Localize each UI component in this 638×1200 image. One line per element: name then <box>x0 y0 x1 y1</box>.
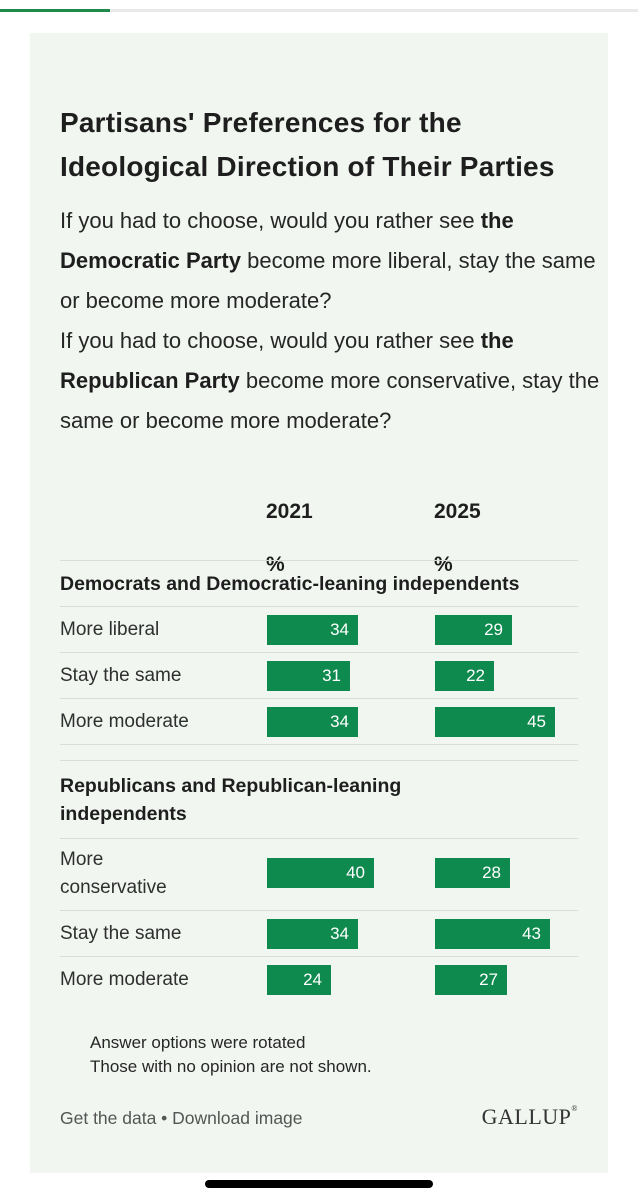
row-divider <box>60 652 578 653</box>
note-rotated: Answer options were rotated <box>90 1033 306 1052</box>
row-label: More moderate <box>60 711 189 732</box>
bar-2021: 34 <box>267 919 358 949</box>
bar-value-label: 22 <box>466 666 485 685</box>
scroll-progress-bar <box>0 9 110 12</box>
row-label: More moderate <box>60 969 189 990</box>
row-label: Stay the same <box>60 665 182 686</box>
question-democratic: If you had to choose, would you rather s… <box>60 208 596 313</box>
row-label: More liberal <box>60 619 160 640</box>
bar-2025: 43 <box>435 919 550 949</box>
bar-2025: 22 <box>435 661 494 691</box>
chart-card: Partisans' Preferences for the Ideologic… <box>30 33 608 1173</box>
bar-2021: 40 <box>267 858 374 888</box>
bar-value-label: 43 <box>522 924 541 943</box>
top-divider <box>0 9 638 12</box>
bar-2021: 24 <box>267 965 331 995</box>
get-data-download-links[interactable]: Get the data • Download image <box>60 1108 303 1128</box>
bar-2021: 34 <box>267 615 358 645</box>
bar-value-label: 34 <box>330 924 349 943</box>
bar-value-label: 45 <box>527 712 546 731</box>
bar-2021: 31 <box>267 661 350 691</box>
bar-value-label: 24 <box>303 970 322 989</box>
row-divider <box>60 698 578 699</box>
column-header-2021: 2021 <box>266 500 313 523</box>
note-no-opinion: Those with no opinion are not shown. <box>90 1057 372 1076</box>
gallup-logo: GALLUP® <box>481 1104 578 1129</box>
column-unit-2021: % <box>266 553 285 576</box>
group-label: Republicans and Republican-leaning indep… <box>60 775 402 825</box>
bar-2025: 29 <box>435 615 512 645</box>
bar-value-label: 31 <box>322 666 341 685</box>
bar-value-label: 34 <box>330 620 349 639</box>
group-divider <box>60 760 578 761</box>
column-unit-2025: % <box>434 553 453 576</box>
bar-2021: 34 <box>267 707 358 737</box>
group-label: Democrats and Democratic-leaning indepen… <box>60 573 520 595</box>
bar-value-label: 40 <box>346 863 365 882</box>
row-divider <box>60 606 578 607</box>
bar-value-label: 27 <box>479 970 498 989</box>
row-divider <box>60 744 578 745</box>
row-divider <box>60 838 578 839</box>
bar-2025: 45 <box>435 707 555 737</box>
row-label: More conservative <box>60 849 167 898</box>
bar-value-label: 28 <box>482 863 501 882</box>
bar-2025: 27 <box>435 965 507 995</box>
bar-2025: 28 <box>435 858 510 888</box>
column-header-2025: 2025 <box>434 500 481 523</box>
bar-value-label: 29 <box>484 620 503 639</box>
row-divider <box>60 956 578 957</box>
chart-title: Partisans' Preferences for the Ideologic… <box>60 107 555 182</box>
bar-value-label: 34 <box>330 712 349 731</box>
home-indicator <box>205 1180 433 1188</box>
row-divider <box>60 910 578 911</box>
group-divider <box>60 560 578 561</box>
row-label: Stay the same <box>60 923 182 944</box>
question-republican: If you had to choose, would you rather s… <box>60 328 600 433</box>
